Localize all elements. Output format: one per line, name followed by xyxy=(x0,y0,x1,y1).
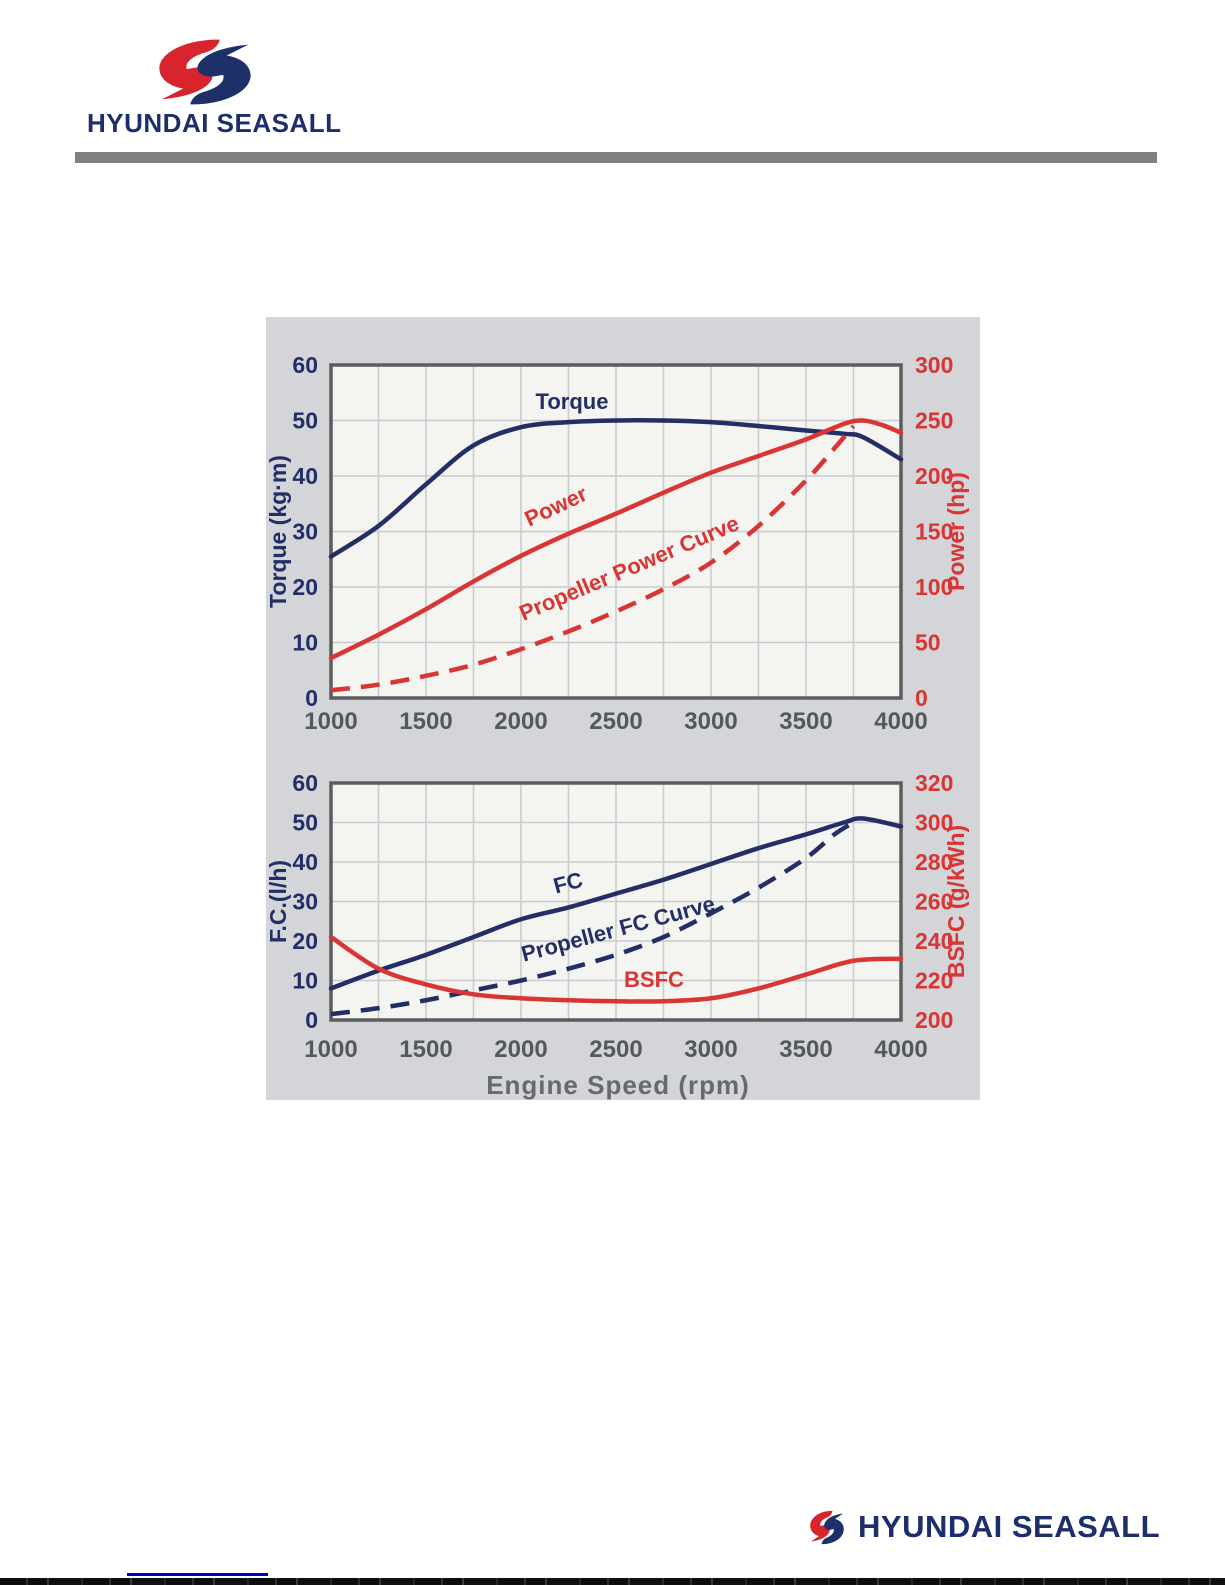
x-tick-label: 4000 xyxy=(874,708,927,735)
left-tick-label: 0 xyxy=(305,685,318,711)
right-tick-label: 0 xyxy=(915,685,928,711)
left-axis-title: F.C.(l/h) xyxy=(266,860,291,943)
right-tick-label: 100 xyxy=(915,574,953,600)
right-tick-label: 240 xyxy=(915,928,953,954)
left-tick-label: 50 xyxy=(292,810,318,836)
right-tick-label: 200 xyxy=(915,1007,953,1033)
curve-propeller-fc-curve xyxy=(330,820,855,1017)
x-tick-label: 2500 xyxy=(589,1036,642,1063)
plot-border xyxy=(329,781,903,1022)
x-tick-label: 2000 xyxy=(494,1036,547,1063)
curve-fc xyxy=(328,816,904,991)
left-axis-title: Torque (kg·m) xyxy=(266,455,291,608)
logo-navy-swoosh xyxy=(821,1513,844,1545)
x-tick-label: 2000 xyxy=(494,708,547,735)
right-tick-label: 300 xyxy=(915,810,953,836)
brand-wordmark: HYUNDAI SEASALL xyxy=(87,108,342,138)
curve-label-bsfc: BSFC xyxy=(624,967,684,992)
right-tick-label: 250 xyxy=(915,408,953,434)
right-tick-label: 150 xyxy=(915,519,953,545)
left-tick-label: 40 xyxy=(292,849,318,875)
x-tick-label: 3500 xyxy=(779,1036,832,1063)
x-tick-label: 3000 xyxy=(684,1036,737,1063)
x-tick-label: 1500 xyxy=(399,708,452,735)
x-tick-label: 3500 xyxy=(779,708,832,735)
x-tick-label: 1500 xyxy=(399,1036,452,1063)
curve-bsfc xyxy=(328,934,904,1004)
left-tick-label: 20 xyxy=(292,574,318,600)
performance-charts-panel: 1000 1500 2000 2500 3000 3500 4000 0 10 20 30 40 50 6… xyxy=(266,317,980,1100)
x-tick-label: 4000 xyxy=(874,1036,927,1063)
curve-power xyxy=(328,418,904,661)
curve-propeller-power-curve xyxy=(330,424,856,693)
left-tick-label: 30 xyxy=(292,889,318,915)
left-tick-label: 10 xyxy=(292,630,318,656)
left-tick-label: 60 xyxy=(292,352,318,378)
page-bottom-artifact xyxy=(0,1578,1225,1585)
torque-power-chart: 1000 1500 2000 2500 3000 3500 4000010203040506… xyxy=(266,352,969,735)
footer-link[interactable] xyxy=(127,1573,268,1576)
left-tick-label: 0 xyxy=(305,1007,318,1033)
left-tick-label: 40 xyxy=(292,463,318,489)
x-tick-label: 1000 xyxy=(304,708,357,735)
right-tick-label: 260 xyxy=(915,889,953,915)
x-tick-label: 3000 xyxy=(684,708,737,735)
brand-wordmark: HYUNDAI SEASALL xyxy=(858,1509,1161,1544)
left-tick-label: 60 xyxy=(292,770,318,796)
left-tick-label: 30 xyxy=(292,519,318,545)
right-axis-title: BSFC (g/kWh) xyxy=(943,825,969,978)
right-tick-label: 320 xyxy=(915,770,953,796)
left-tick-label: 50 xyxy=(292,408,318,434)
curve-torque xyxy=(328,418,904,559)
logo-red-swoosh xyxy=(159,39,220,100)
x-axis-title: Engine Speed (rpm) xyxy=(486,1070,750,1100)
right-axis-title: Power (hp) xyxy=(943,472,969,591)
fuel-consumption-bsfc-chart: 1000 1500 2000 2500 3000 3500 4000 0 10 20 30 40 50 6… xyxy=(266,770,969,1100)
right-tick-label: 280 xyxy=(915,849,953,875)
right-tick-label: 50 xyxy=(915,630,941,656)
curve-label-torque: Torque xyxy=(536,389,609,414)
engine-performance-charts: 1000 1500 2000 2500 3000 3500 4000010203040506… xyxy=(266,352,969,1100)
hyundai-seasall-logo-icon xyxy=(810,1510,844,1545)
left-tick-label: 10 xyxy=(292,968,318,994)
right-tick-label: 300 xyxy=(915,352,953,378)
x-tick-label: 2500 xyxy=(589,708,642,735)
hyundai-seasall-logo-icon xyxy=(159,39,251,105)
left-tick-label: 20 xyxy=(292,928,318,954)
logo-navy-swoosh xyxy=(190,44,251,105)
logo-red-swoosh xyxy=(810,1510,833,1542)
right-tick-label: 200 xyxy=(915,463,953,489)
x-tick-label: 1000 xyxy=(304,1036,357,1063)
plot-border xyxy=(329,363,903,700)
right-tick-label: 220 xyxy=(915,968,953,994)
header-divider xyxy=(75,152,1157,163)
